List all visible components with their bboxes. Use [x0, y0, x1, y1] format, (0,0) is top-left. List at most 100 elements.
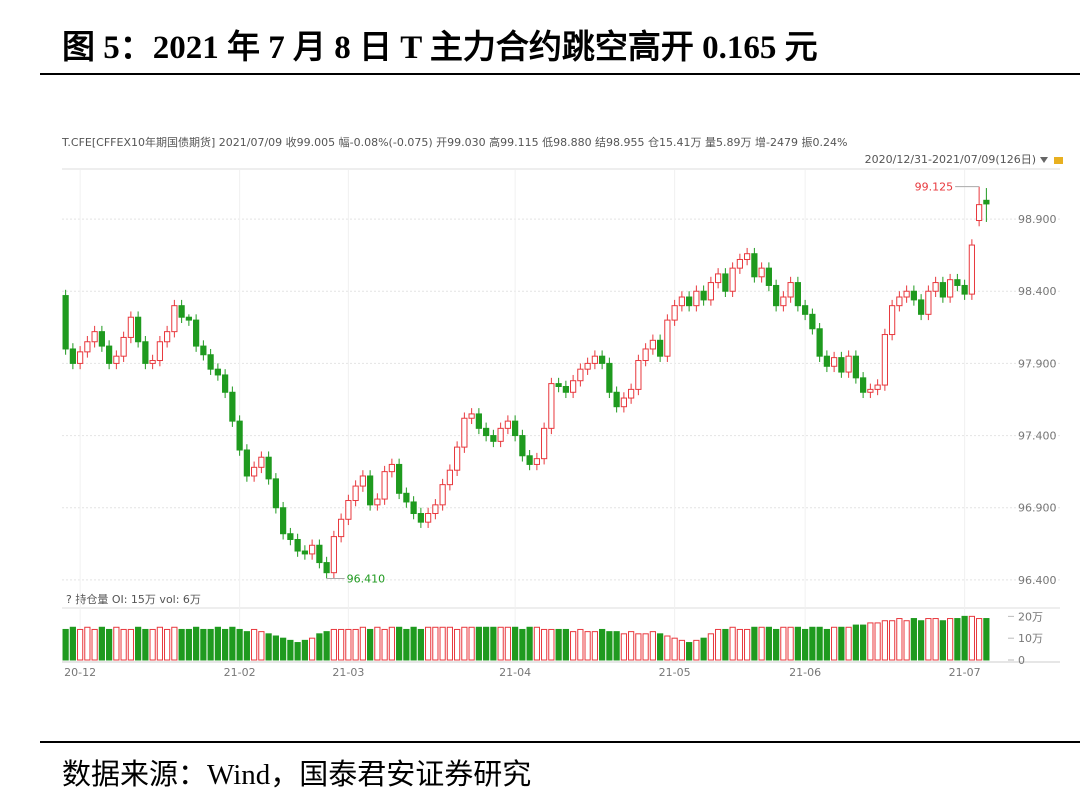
volume-bar	[490, 626, 497, 661]
candle-body	[678, 296, 685, 307]
volume-bar	[359, 626, 366, 661]
volume-bar	[345, 628, 352, 661]
volume-bar	[316, 633, 323, 661]
candle-body	[294, 538, 301, 552]
volume-bar	[193, 626, 200, 661]
volume-bar	[461, 626, 468, 661]
candle-body	[794, 282, 801, 307]
volume-bar	[765, 626, 772, 661]
candle-body	[280, 507, 287, 535]
candle-body	[287, 533, 294, 540]
candle-body	[867, 388, 874, 393]
volume-bar	[149, 628, 156, 661]
volume-bar	[113, 626, 120, 661]
candle-body	[120, 336, 127, 357]
volume-bar	[120, 628, 127, 661]
candle-body	[207, 354, 214, 370]
candle-body	[729, 267, 736, 292]
candle-body	[751, 253, 758, 278]
volume-bar	[671, 637, 678, 661]
volume-bar	[555, 628, 562, 661]
candle-body	[548, 383, 555, 429]
volume-bar	[229, 626, 236, 661]
volume-bar	[280, 637, 287, 661]
candle-body	[475, 413, 482, 429]
volume-bar	[106, 628, 113, 661]
range-dropdown	[1040, 157, 1048, 163]
volume-bar	[845, 626, 852, 661]
volume-bar	[722, 628, 729, 661]
figure-title: 图 5：2021 年 7 月 8 日 T 主力合约跳空高开 0.165 元	[62, 29, 818, 66]
candle-body	[410, 501, 417, 515]
volume-bar	[178, 628, 185, 661]
volume-bar	[309, 637, 316, 661]
high-annotation: 99.125	[915, 181, 954, 194]
candle-body	[367, 475, 374, 506]
volume-bar	[243, 631, 250, 661]
volume-bar	[918, 620, 925, 661]
candle-body	[258, 456, 265, 468]
candle-body	[417, 513, 424, 523]
candle-body	[272, 478, 279, 509]
candle-body	[780, 296, 787, 307]
candle-body	[932, 282, 939, 292]
volume-bar	[330, 628, 337, 661]
volume-bar	[185, 628, 192, 661]
volume-bar	[758, 626, 765, 661]
volume-bar	[823, 628, 830, 661]
volume-bar	[693, 639, 700, 661]
candle-body	[164, 331, 171, 343]
volume-bar	[686, 642, 693, 661]
candle-body	[657, 339, 664, 357]
candle-body	[773, 284, 780, 307]
candle-body	[113, 355, 120, 364]
volume-bar	[483, 626, 490, 661]
candle-body	[541, 427, 548, 460]
candle-body	[396, 463, 403, 494]
candle-body	[635, 360, 642, 390]
candle-body	[359, 475, 366, 487]
y-tick-label: 98.900	[1018, 213, 1057, 226]
volume-bar	[84, 626, 91, 661]
candle-body	[918, 299, 925, 315]
candle-body	[533, 458, 540, 465]
volume-bar	[454, 628, 461, 661]
candle-body	[939, 282, 946, 298]
candle-body	[374, 498, 381, 506]
volume-bar	[584, 631, 591, 661]
candle-body	[983, 199, 990, 205]
x-tick-label: 20-12	[64, 666, 96, 679]
volume-bar	[889, 620, 896, 661]
volume-bar	[577, 628, 584, 661]
candle-body	[715, 273, 722, 284]
candle-body	[744, 253, 751, 260]
candle-body	[584, 362, 591, 370]
candle-body	[671, 305, 678, 321]
candle-body	[664, 319, 671, 357]
volume-title: ? 持仓量 OI: 15万 vol: 6万	[66, 592, 201, 606]
volume-bar	[983, 618, 990, 661]
candle-body	[265, 456, 272, 480]
volume-bar	[881, 620, 888, 661]
candle-body	[722, 273, 729, 292]
volume-bar	[678, 639, 685, 661]
range-icon	[1054, 157, 1063, 164]
candle-body	[222, 374, 229, 393]
candle-body	[852, 355, 859, 379]
volume-bar	[222, 628, 229, 661]
candle-body	[171, 305, 178, 333]
volume-bar	[599, 628, 606, 661]
volume-bar	[707, 633, 714, 661]
volume-bar	[301, 639, 308, 661]
candle-body	[686, 296, 693, 307]
candle-body	[620, 397, 627, 408]
candle-body	[925, 290, 932, 315]
volume-bar	[954, 618, 961, 661]
candle-body	[816, 328, 823, 357]
volume-bar	[323, 631, 330, 661]
candle-body	[693, 290, 700, 307]
volume-bar	[374, 626, 381, 661]
info-bar: T.CFE[CFFEX10年期国债期货] 2021/07/09 收99.005 …	[61, 135, 847, 149]
candle-body	[519, 435, 526, 457]
